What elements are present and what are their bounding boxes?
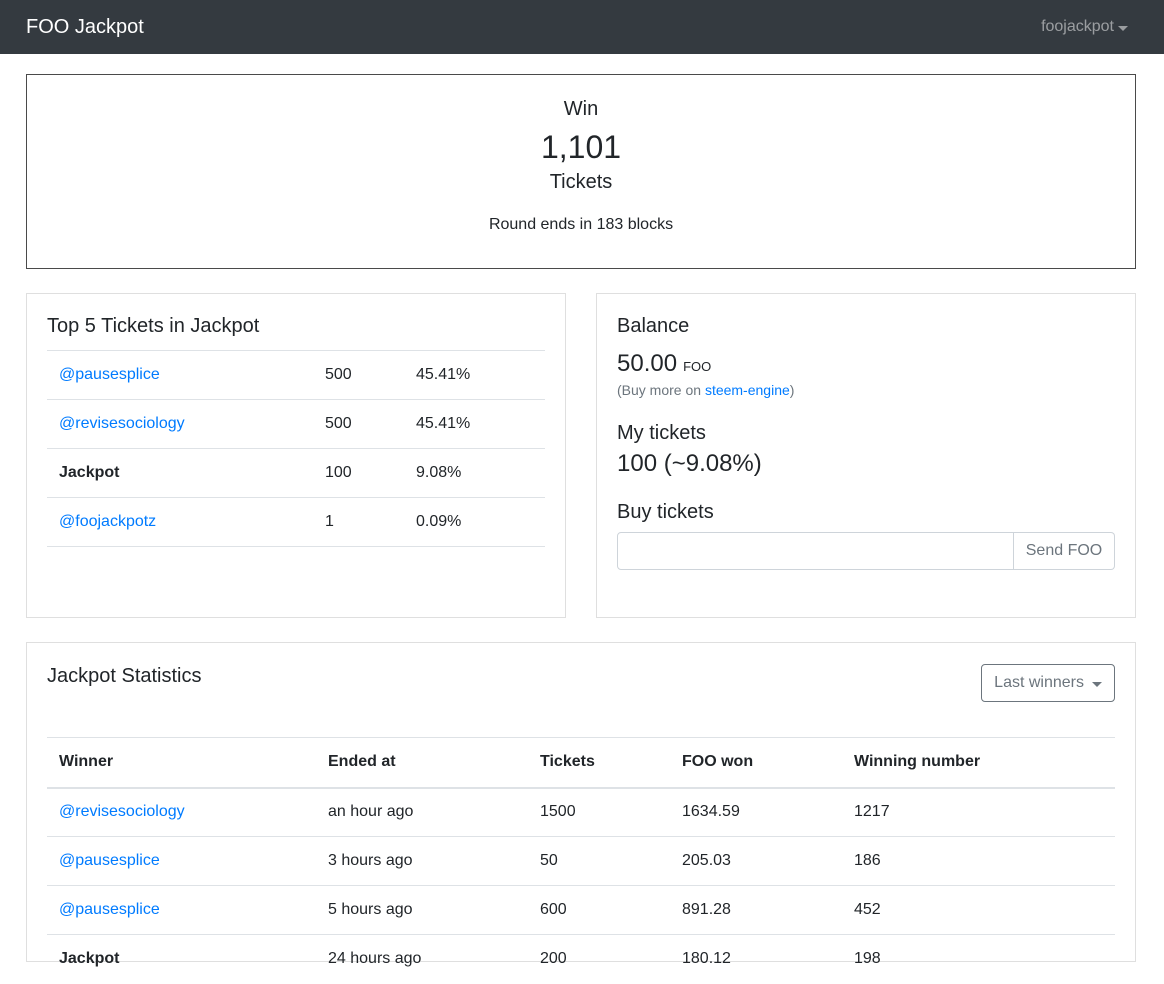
tickets-cell: 200 <box>528 934 670 984</box>
steem-engine-link[interactable]: steem-engine <box>704 382 790 398</box>
col-header-winning-number: Winning number <box>842 737 1115 789</box>
percent-cell: 45.41% <box>404 350 545 400</box>
ended-at-cell: 3 hours ago <box>316 836 528 886</box>
winning-number-cell: 452 <box>842 885 1115 935</box>
balance-card: Balance 50.00 FOO (Buy more on steem-eng… <box>596 293 1136 618</box>
jackpot-label: Jackpot <box>47 448 313 498</box>
foo-won-cell: 205.03 <box>670 836 842 886</box>
top5-title: Top 5 Tickets in Jackpot <box>47 315 260 337</box>
winning-number-cell: 1217 <box>842 787 1115 837</box>
stats-title: Jackpot Statistics <box>47 665 202 687</box>
winner-link[interactable]: @revisesociology <box>59 803 185 821</box>
stats-view-label: Last winners <box>994 674 1084 691</box>
ticket-count: 1,101 <box>540 129 622 165</box>
col-header-winner: Winner <box>47 737 316 789</box>
table-row: @pausesplice 500 45.41% <box>47 350 545 400</box>
user-menu-label: foojackpot <box>1041 18 1114 35</box>
buy-tickets-form: Send FOO <box>617 532 1115 570</box>
table-row: @revisesociology an hour ago 1500 1634.5… <box>47 787 1115 837</box>
buy-amount-input[interactable] <box>617 532 1014 570</box>
buy-more-prefix: (Buy more on <box>617 382 705 398</box>
my-tickets-title: My tickets <box>617 422 706 444</box>
table-row: @revisesociology 500 45.41% <box>47 399 545 449</box>
balance-title: Balance <box>617 315 690 337</box>
brand-link[interactable]: FOO Jackpot <box>26 15 144 38</box>
top5-card: Top 5 Tickets in Jackpot @pausesplice 50… <box>26 293 566 618</box>
stats-card: Jackpot Statistics Last winners Winner E… <box>26 642 1136 984</box>
buy-tickets-title: Buy tickets <box>617 501 714 523</box>
percent-cell: 9.08% <box>404 448 545 498</box>
balance-unit: FOO <box>683 359 712 374</box>
table-row: @pausesplice 3 hours ago 50 205.03 186 <box>47 836 1115 886</box>
winner-link[interactable]: @pausesplice <box>59 852 160 869</box>
send-foo-button[interactable]: Send FOO <box>1014 532 1115 570</box>
ended-at-cell: 24 hours ago <box>316 934 528 984</box>
table-row: Jackpot 100 9.08% <box>47 448 545 498</box>
percent-cell: 45.41% <box>404 399 545 449</box>
buy-more-suffix: ) <box>789 382 795 398</box>
round-info: Round ends in 183 blocks <box>488 216 674 233</box>
tickets-label: Tickets <box>549 171 613 193</box>
ended-at-cell: an hour ago <box>316 787 528 837</box>
tickets-cell: 600 <box>528 885 670 935</box>
col-header-tickets: Tickets <box>528 737 670 789</box>
win-label: Win <box>563 98 599 120</box>
ended-at-cell: 5 hours ago <box>316 885 528 935</box>
tickets-cell: 100 <box>313 448 404 498</box>
foo-won-cell: 1634.59 <box>670 787 842 837</box>
foo-won-cell: 180.12 <box>670 934 842 984</box>
table-header-row: Winner Ended at Tickets FOO won Winning … <box>47 737 1115 789</box>
tickets-cell: 50 <box>528 836 670 886</box>
jackpot-summary-card: Win 1,101 Tickets Round ends in 183 bloc… <box>26 74 1136 269</box>
winners-table: Winner Ended at Tickets FOO won Winning … <box>47 737 1115 984</box>
winning-number-cell: 186 <box>842 836 1115 886</box>
stats-header: Jackpot Statistics Last winners <box>47 663 1115 702</box>
caret-down-icon <box>1118 25 1128 31</box>
foo-won-cell: 891.28 <box>670 885 842 935</box>
user-link[interactable]: @pausesplice <box>59 366 160 383</box>
user-link[interactable]: @foojackpotz <box>59 513 157 530</box>
stats-view-dropdown[interactable]: Last winners <box>981 664 1115 702</box>
winning-number-cell: 198 <box>842 934 1115 984</box>
table-row: @foojackpotz 1 0.09% <box>47 497 545 547</box>
col-header-foo-won: FOO won <box>670 737 842 789</box>
balance-amount: 50.00 FOO <box>617 350 1115 378</box>
balance-value: 50.00 <box>617 350 678 377</box>
winner-link[interactable]: @pausesplice <box>59 901 160 918</box>
winner-jackpot: Jackpot <box>47 934 316 984</box>
user-menu-dropdown[interactable]: foojackpot <box>1041 18 1128 36</box>
col-header-ended-at: Ended at <box>316 737 528 789</box>
percent-cell: 0.09% <box>404 497 545 547</box>
user-link[interactable]: @revisesociology <box>59 415 185 432</box>
table-row: @pausesplice 5 hours ago 600 891.28 452 <box>47 885 1115 935</box>
table-row: Jackpot 24 hours ago 200 180.12 198 <box>47 934 1115 984</box>
caret-down-icon <box>1092 681 1102 687</box>
tickets-cell: 1500 <box>528 787 670 837</box>
navbar: FOO Jackpot foojackpot <box>0 0 1164 54</box>
tickets-cell: 500 <box>313 399 404 449</box>
my-tickets-value: 100 (~9.08%) <box>617 450 762 477</box>
buy-more-text: (Buy more on steem-engine) <box>617 382 1115 398</box>
tickets-cell: 500 <box>313 350 404 400</box>
tickets-cell: 1 <box>313 497 404 547</box>
top5-table: @pausesplice 500 45.41% @revisesociology… <box>47 350 545 547</box>
